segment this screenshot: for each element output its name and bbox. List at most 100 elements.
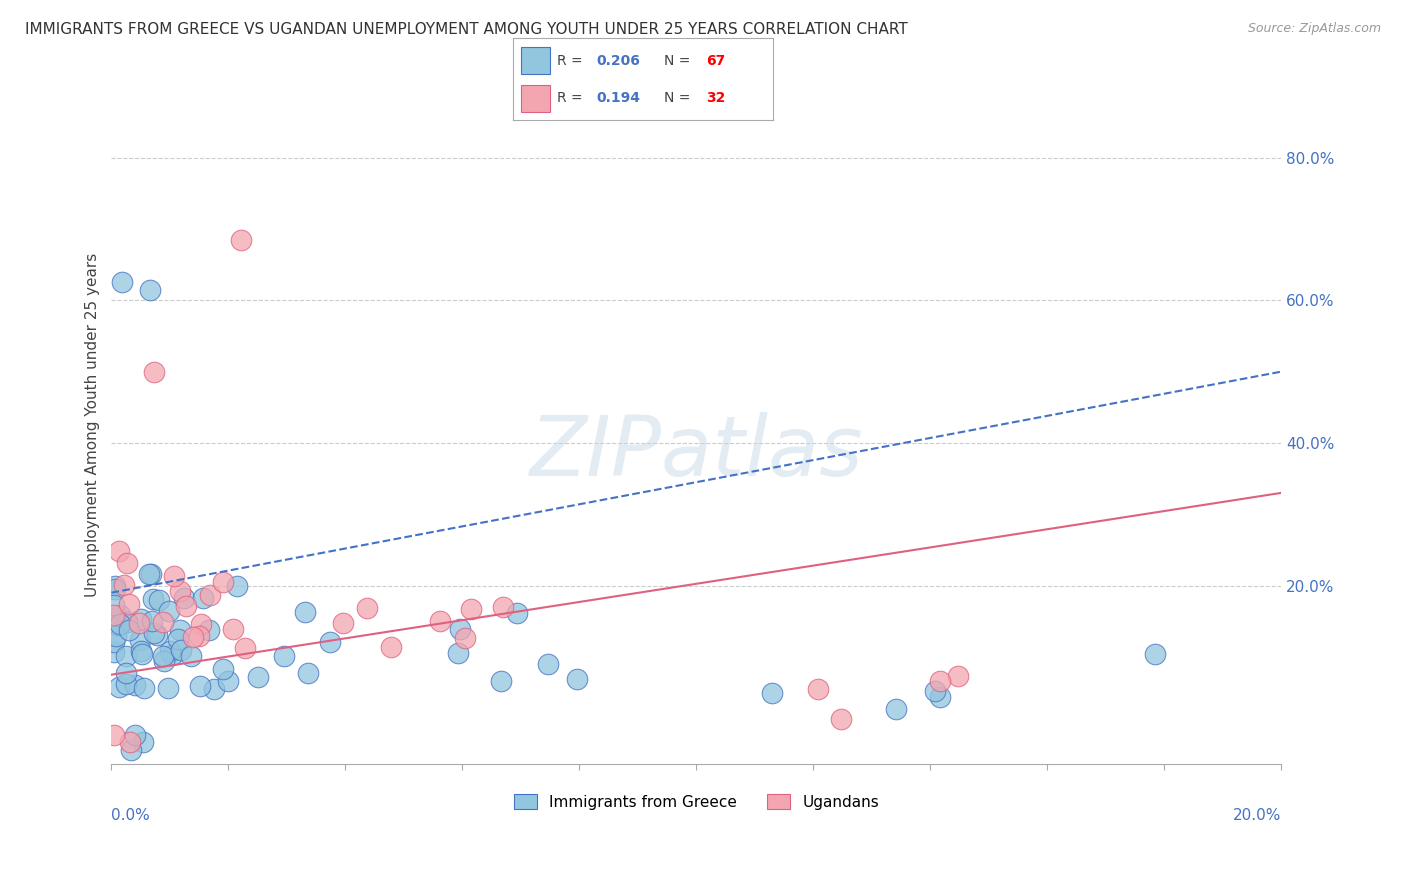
Point — [107, 544, 129, 558]
Text: R =: R = — [557, 91, 588, 105]
Text: N =: N = — [664, 54, 695, 68]
Point — [104, 579, 127, 593]
Point — [505, 606, 527, 620]
Point — [107, 618, 129, 632]
Point — [233, 641, 256, 656]
Point — [114, 648, 136, 663]
Point — [806, 681, 828, 696]
Point — [924, 684, 946, 698]
Point — [152, 654, 174, 668]
Point — [198, 623, 221, 637]
Legend: Immigrants from Greece, Ugandans: Immigrants from Greece, Ugandans — [506, 786, 887, 817]
Point — [159, 643, 181, 657]
Point — [167, 632, 190, 646]
Point — [294, 605, 316, 619]
Point — [191, 591, 214, 605]
Point — [157, 604, 180, 618]
Text: 67: 67 — [706, 54, 725, 68]
Point — [143, 625, 166, 640]
Point — [297, 666, 319, 681]
Point — [169, 584, 191, 599]
Point — [110, 617, 132, 632]
Point — [217, 673, 239, 688]
Point — [460, 602, 482, 616]
Point — [132, 681, 155, 695]
Point — [169, 624, 191, 638]
Point — [174, 599, 197, 614]
Point — [117, 598, 139, 612]
Point — [884, 702, 907, 716]
Point — [181, 630, 204, 644]
Text: IMMIGRANTS FROM GREECE VS UGANDAN UNEMPLOYMENT AMONG YOUTH UNDER 25 YEARS CORREL: IMMIGRANTS FROM GREECE VS UGANDAN UNEMPL… — [25, 22, 908, 37]
Point — [188, 680, 211, 694]
Point — [139, 283, 162, 297]
Point — [131, 647, 153, 661]
Point — [247, 670, 270, 684]
Point — [356, 601, 378, 615]
Point — [111, 276, 134, 290]
Text: 0.206: 0.206 — [596, 54, 640, 68]
Point — [453, 631, 475, 645]
Y-axis label: Unemployment Among Youth under 25 years: Unemployment Among Youth under 25 years — [86, 253, 100, 598]
Point — [103, 607, 125, 622]
Point — [946, 668, 969, 682]
Point — [761, 686, 783, 700]
Point — [103, 728, 125, 742]
Point — [129, 612, 152, 626]
Point — [143, 365, 166, 379]
Point — [202, 682, 225, 697]
Point — [114, 666, 136, 681]
Point — [190, 616, 212, 631]
Point — [129, 644, 152, 658]
Point — [118, 624, 141, 638]
Point — [332, 616, 354, 631]
Point — [132, 735, 155, 749]
Point — [319, 635, 342, 649]
Point — [1143, 647, 1166, 661]
Point — [152, 648, 174, 663]
Point — [104, 582, 127, 596]
Point — [124, 728, 146, 742]
Point — [152, 615, 174, 630]
Point — [928, 674, 950, 689]
Point — [120, 742, 142, 756]
Point — [200, 588, 222, 602]
Point — [565, 672, 588, 686]
Point — [211, 575, 233, 590]
Point — [141, 591, 163, 606]
Point — [138, 567, 160, 582]
Text: R =: R = — [557, 54, 588, 68]
Text: 20.0%: 20.0% — [1233, 808, 1281, 823]
Point — [141, 615, 163, 629]
Point — [492, 599, 515, 614]
Point — [163, 569, 186, 583]
Point — [148, 593, 170, 607]
Point — [187, 629, 209, 643]
Point — [491, 674, 513, 689]
Point — [170, 643, 193, 657]
Point — [110, 608, 132, 623]
Point — [112, 578, 135, 592]
Point — [173, 591, 195, 605]
Point — [128, 615, 150, 630]
Point — [226, 579, 249, 593]
Point — [105, 629, 128, 643]
Point — [449, 622, 471, 636]
Text: 32: 32 — [706, 91, 725, 105]
Point — [108, 681, 131, 695]
Point — [128, 633, 150, 648]
Point — [117, 556, 139, 570]
Text: 0.0%: 0.0% — [111, 808, 150, 823]
Point — [118, 735, 141, 749]
Point — [115, 677, 138, 691]
Point — [156, 681, 179, 695]
Point — [103, 645, 125, 659]
Point — [221, 622, 243, 636]
Point — [447, 647, 470, 661]
Point — [146, 628, 169, 642]
Point — [830, 712, 852, 726]
Text: N =: N = — [664, 91, 695, 105]
Point — [537, 657, 560, 671]
Point — [429, 615, 451, 629]
Point — [273, 649, 295, 664]
